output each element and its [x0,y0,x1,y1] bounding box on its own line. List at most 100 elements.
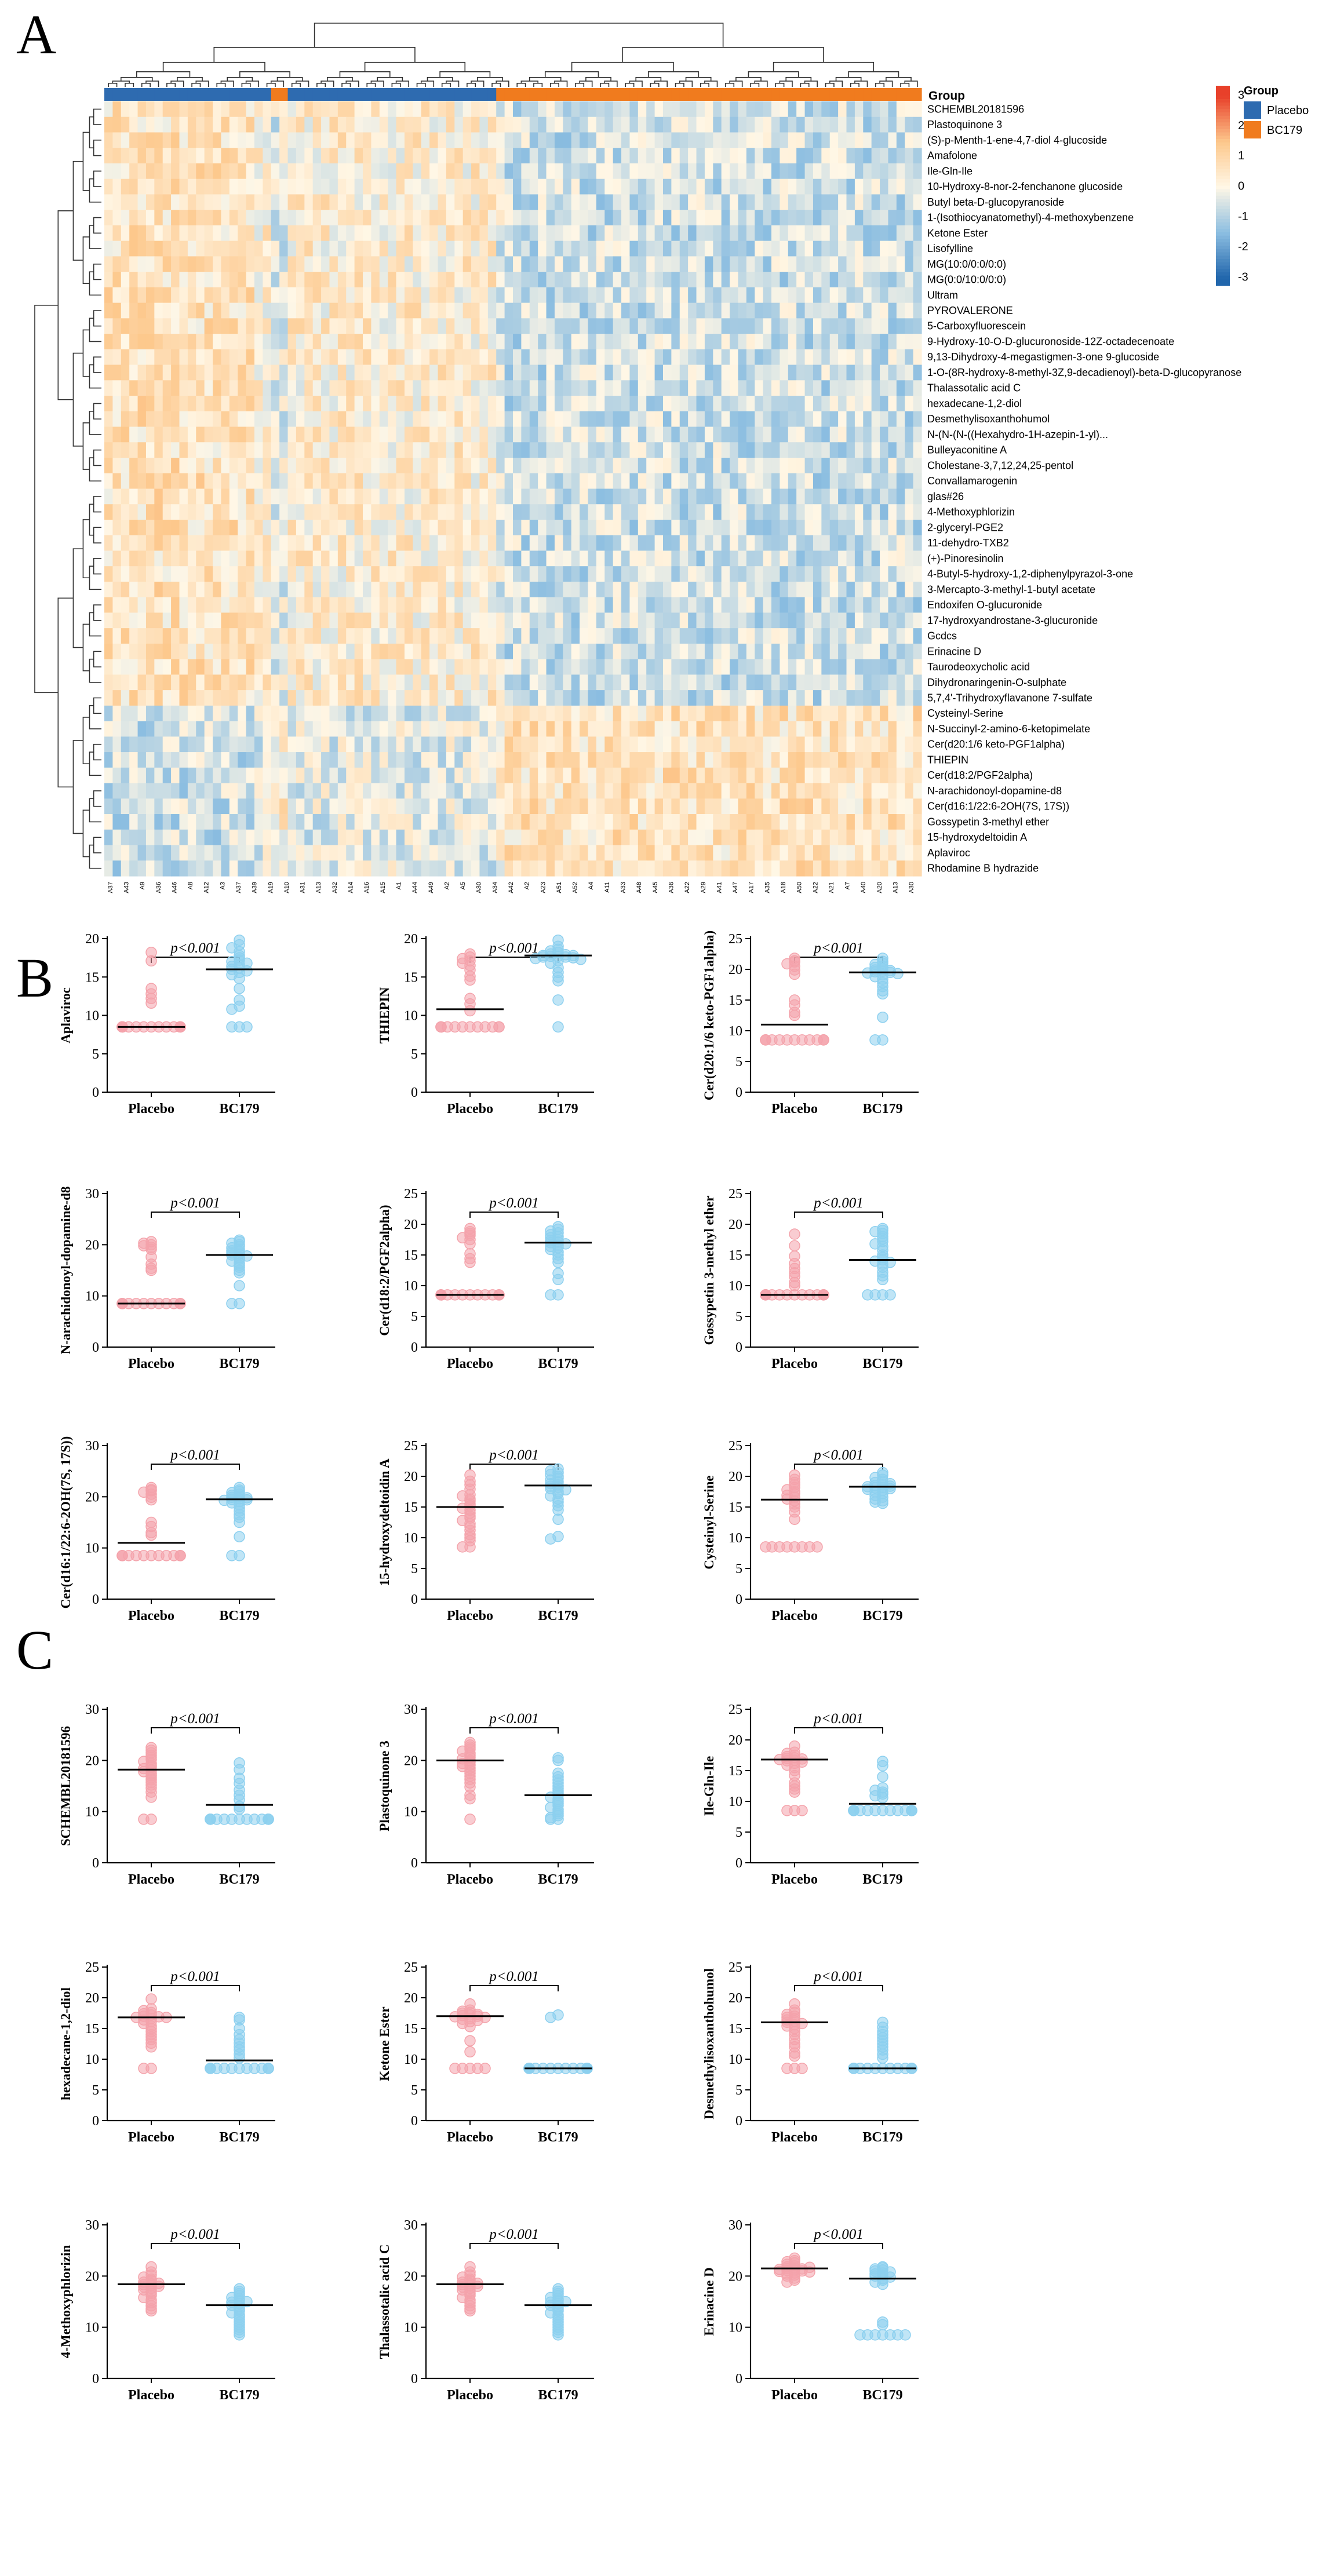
dendrogram-branch [82,717,90,764]
heatmap-cell [396,101,405,118]
heatmap-cell [554,643,563,660]
heatmap-cell [404,767,413,784]
heatmap-cell [854,829,864,846]
heatmap-cell [137,829,147,846]
heatmap-cell [329,364,338,381]
heatmap-cell [596,767,605,784]
dendrogram-branch [320,81,334,87]
heatmap-cell [580,752,589,768]
heatmap-cell [187,628,196,644]
heatmap-cell [554,814,563,830]
heatmap-cell [763,132,772,148]
heatmap-cell [763,287,772,304]
heatmap-cell [446,210,455,226]
heatmap-cell [337,256,347,272]
heatmap-cell [730,240,739,257]
heatmap-cell [154,705,163,722]
heatmap-cell [571,566,580,582]
dendrogram-branch [93,140,101,156]
heatmap-cell [721,566,730,582]
heatmap-cell [354,767,363,784]
heatmap-cell [154,674,163,691]
heatmap-cell [604,210,614,226]
heatmap-cell [513,287,522,304]
heatmap-cell [379,364,388,381]
heatmap-cell [838,426,847,443]
heatmap-cell [413,767,422,784]
heatmap-cell [363,272,372,288]
heatmap-cell [371,148,380,164]
heatmap-cell [337,643,347,660]
heatmap-cell [487,798,497,815]
heatmap-cell [104,178,113,195]
heatmap-cell [880,473,889,490]
heatmap-cell [238,643,247,660]
heatmap-cell [679,504,689,520]
heatmap-cell [846,442,855,458]
heatmap-cell [888,163,897,180]
heatmap-cell [596,334,605,350]
heatmap-cell [704,736,713,753]
heatmap-cell [213,194,222,210]
heatmap-cell [312,659,322,675]
heatmap-cell [829,101,839,118]
heatmap-cell [462,287,472,304]
heatmap-cell [329,163,338,180]
heatmap-cell [788,519,797,536]
heatmap-cell [154,349,163,366]
heatmap-cell [429,705,439,722]
heatmap-cell [404,302,413,319]
heatmap-cell [263,426,272,443]
heatmap-cell [304,473,314,490]
heatmap-cell [604,225,614,242]
heatmap-cell [613,752,622,768]
heatmap-cell [162,659,172,675]
heatmap-cell [413,597,422,614]
heatmap-cell [154,798,163,815]
group-bar-cell [487,88,497,101]
heatmap-cell [321,116,330,133]
heatmap-cell [263,690,272,706]
heatmap-cell [846,473,855,490]
heatmap-cell [662,612,672,629]
heatmap-cell [238,426,247,443]
heatmap-cell [638,597,647,614]
heatmap-cell [145,426,155,443]
heatmap-cell [571,396,580,412]
heatmap-cell [238,396,247,412]
heatmap-cell [796,643,806,660]
heatmap-cell [171,148,180,164]
heatmap-cell [538,349,547,366]
heatmap-cell [571,752,580,768]
heatmap-cell [880,705,889,722]
dendrogram-branch [750,82,760,87]
heatmap-cell [596,302,605,319]
heatmap-cell [287,721,297,737]
heatmap-cell [246,178,255,195]
heatmap-cell [730,643,739,660]
heatmap-cell [471,643,480,660]
heatmap-cell [613,690,622,706]
heatmap-cell [504,101,513,118]
heatmap-cell [379,674,388,691]
heatmap-cell [304,163,314,180]
heatmap-cell [421,550,430,567]
heatmap-cell [871,798,880,815]
heatmap-cell [121,364,130,381]
heatmap-cell [846,643,855,660]
heatmap-cell [896,566,905,582]
heatmap-cell [238,442,247,458]
heatmap-cell [838,302,847,319]
heatmap-cell [671,767,680,784]
heatmap-cell [371,178,380,195]
heatmap-cell [263,411,272,428]
heatmap-cell [580,442,589,458]
heatmap-cell [438,132,447,148]
heatmap-cell [646,690,655,706]
heatmap-cell [246,163,255,180]
heatmap-cell [763,829,772,846]
heatmap-cell [788,829,797,846]
heatmap-cell [846,163,855,180]
heatmap-cell [863,442,872,458]
heatmap-cell [571,411,580,428]
